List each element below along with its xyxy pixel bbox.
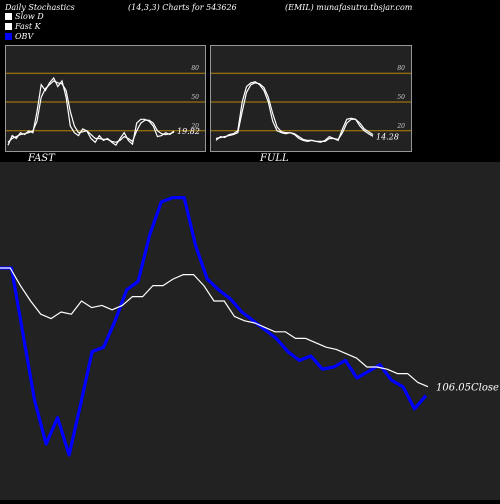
price-obv-panel: 106.05Close	[0, 162, 500, 500]
full-last-value-label: 14.28	[376, 132, 399, 141]
fast-panel-label: FAST	[28, 153, 55, 164]
legend-item-obv: OBV	[5, 31, 33, 41]
legend-swatch-fast-k	[5, 22, 12, 30]
full-series-0	[215, 81, 374, 143]
price-obv-chart: 106.05Close	[0, 195, 499, 457]
fast-level-tick: 20	[190, 123, 199, 130]
obv-line	[0, 195, 428, 457]
full-stochastic-panel: 20 50 80 14.28	[210, 45, 412, 152]
full-level-tick: 80	[397, 65, 405, 72]
legend-item-slow-d: Slow D	[5, 11, 44, 21]
fast-series-1	[7, 80, 175, 143]
full-series-1	[215, 82, 374, 143]
header-params: (14,3,3) Charts for 543626	[128, 3, 237, 12]
fast-level-tick: 80	[191, 65, 199, 72]
fast-stochastic-chart: 20 50 80 19.82	[6, 65, 205, 147]
fast-stochastic-panel: 20 50 80 19.82	[5, 45, 206, 152]
legend-label-obv: OBV	[15, 31, 34, 41]
price-last-value-label: 106.05Close	[436, 383, 499, 394]
fast-level-tick: 50	[191, 94, 199, 101]
legend-label-slow-d: Slow D	[15, 11, 44, 21]
header-title: Daily Stochastics	[5, 3, 75, 12]
header-site: (EMIL) munafasutra.tbsjar.com	[285, 3, 413, 12]
price-line	[0, 267, 429, 388]
full-level-tick: 20	[396, 123, 405, 130]
legend-item-fast-k: Fast K	[5, 21, 41, 31]
fast-last-value-label: 19.82	[177, 127, 200, 136]
full-level-tick: 50	[397, 94, 405, 101]
full-stochastic-chart: 20 50 80 14.28	[211, 65, 411, 143]
full-panel-label: FULL	[260, 153, 289, 164]
legend-swatch-obv	[5, 32, 12, 40]
legend-label-fast-k: Fast K	[15, 21, 41, 31]
legend-swatch-slow-d	[5, 12, 12, 20]
